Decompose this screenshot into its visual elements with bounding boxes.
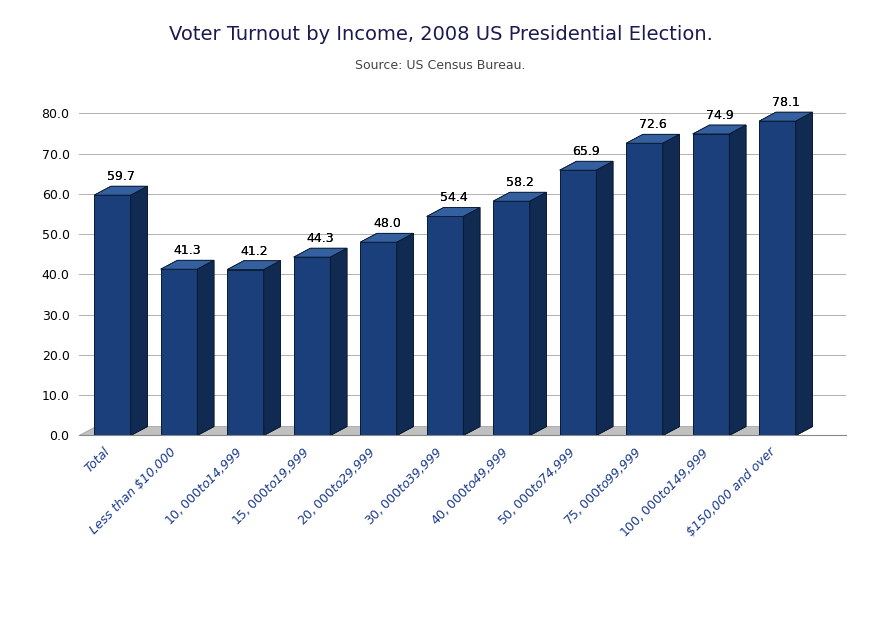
Text: 54.4: 54.4 bbox=[440, 192, 467, 205]
Polygon shape bbox=[426, 208, 480, 216]
Polygon shape bbox=[493, 192, 546, 201]
Polygon shape bbox=[663, 134, 679, 435]
Polygon shape bbox=[626, 143, 663, 435]
Text: 44.3: 44.3 bbox=[307, 232, 334, 245]
Polygon shape bbox=[759, 112, 812, 121]
Polygon shape bbox=[692, 134, 729, 435]
Polygon shape bbox=[729, 125, 746, 435]
Polygon shape bbox=[463, 208, 480, 435]
Polygon shape bbox=[692, 125, 746, 134]
Polygon shape bbox=[131, 186, 147, 435]
Polygon shape bbox=[293, 248, 347, 257]
Polygon shape bbox=[596, 161, 613, 435]
Text: 48.0: 48.0 bbox=[373, 217, 401, 230]
Text: 59.7: 59.7 bbox=[107, 170, 135, 183]
Polygon shape bbox=[529, 192, 546, 435]
Polygon shape bbox=[426, 216, 463, 435]
Text: 54.4: 54.4 bbox=[440, 192, 467, 205]
Polygon shape bbox=[759, 112, 812, 121]
Polygon shape bbox=[463, 208, 480, 435]
Polygon shape bbox=[330, 248, 347, 435]
Polygon shape bbox=[559, 170, 596, 435]
Polygon shape bbox=[796, 112, 812, 435]
Polygon shape bbox=[293, 257, 330, 435]
Text: 72.6: 72.6 bbox=[639, 118, 667, 131]
Polygon shape bbox=[663, 134, 679, 435]
Text: 48.0: 48.0 bbox=[373, 217, 401, 230]
Text: 72.6: 72.6 bbox=[639, 118, 667, 131]
Polygon shape bbox=[197, 261, 214, 435]
Polygon shape bbox=[596, 161, 613, 435]
Polygon shape bbox=[396, 233, 413, 435]
Polygon shape bbox=[559, 161, 613, 170]
Polygon shape bbox=[426, 216, 463, 435]
Polygon shape bbox=[360, 233, 413, 242]
Text: Voter Turnout by Income, 2008 US Presidential Election.: Voter Turnout by Income, 2008 US Preside… bbox=[168, 25, 713, 44]
Polygon shape bbox=[263, 261, 280, 435]
Text: 78.1: 78.1 bbox=[772, 96, 800, 109]
Polygon shape bbox=[160, 261, 214, 269]
Text: 59.7: 59.7 bbox=[107, 170, 135, 183]
Polygon shape bbox=[94, 186, 147, 195]
Polygon shape bbox=[227, 269, 263, 435]
Polygon shape bbox=[79, 427, 812, 435]
Polygon shape bbox=[759, 121, 796, 435]
Polygon shape bbox=[160, 269, 197, 435]
Polygon shape bbox=[160, 269, 197, 435]
Polygon shape bbox=[559, 161, 613, 170]
Polygon shape bbox=[626, 134, 679, 143]
Polygon shape bbox=[626, 143, 663, 435]
Text: 74.9: 74.9 bbox=[706, 109, 733, 122]
Polygon shape bbox=[197, 261, 214, 435]
Polygon shape bbox=[360, 242, 396, 435]
Polygon shape bbox=[692, 134, 729, 435]
Text: 41.3: 41.3 bbox=[174, 244, 201, 257]
Polygon shape bbox=[360, 233, 413, 242]
Text: 78.1: 78.1 bbox=[772, 96, 800, 109]
Polygon shape bbox=[94, 186, 147, 195]
Polygon shape bbox=[293, 248, 347, 257]
Text: 58.2: 58.2 bbox=[506, 176, 534, 189]
Polygon shape bbox=[729, 125, 746, 435]
Polygon shape bbox=[626, 134, 679, 143]
Polygon shape bbox=[160, 261, 214, 269]
Text: 65.9: 65.9 bbox=[573, 145, 600, 158]
Polygon shape bbox=[227, 261, 280, 269]
Text: 58.2: 58.2 bbox=[506, 176, 534, 189]
Polygon shape bbox=[426, 208, 480, 216]
Polygon shape bbox=[227, 269, 263, 435]
Polygon shape bbox=[529, 192, 546, 435]
Polygon shape bbox=[227, 261, 280, 269]
Polygon shape bbox=[796, 112, 812, 435]
Text: Source: US Census Bureau.: Source: US Census Bureau. bbox=[355, 59, 526, 72]
Polygon shape bbox=[559, 170, 596, 435]
Text: 44.3: 44.3 bbox=[307, 232, 334, 245]
Polygon shape bbox=[759, 121, 796, 435]
Polygon shape bbox=[493, 201, 529, 435]
Polygon shape bbox=[330, 248, 347, 435]
Polygon shape bbox=[94, 195, 131, 435]
Text: 74.9: 74.9 bbox=[706, 109, 733, 122]
Text: 41.2: 41.2 bbox=[240, 244, 268, 258]
Polygon shape bbox=[493, 201, 529, 435]
Polygon shape bbox=[263, 261, 280, 435]
Polygon shape bbox=[396, 233, 413, 435]
Polygon shape bbox=[131, 186, 147, 435]
Polygon shape bbox=[692, 125, 746, 134]
Text: 41.3: 41.3 bbox=[174, 244, 201, 257]
Polygon shape bbox=[360, 242, 396, 435]
Text: 65.9: 65.9 bbox=[573, 145, 600, 158]
Polygon shape bbox=[493, 192, 546, 201]
Polygon shape bbox=[94, 195, 131, 435]
Polygon shape bbox=[293, 257, 330, 435]
Text: 41.2: 41.2 bbox=[240, 244, 268, 258]
